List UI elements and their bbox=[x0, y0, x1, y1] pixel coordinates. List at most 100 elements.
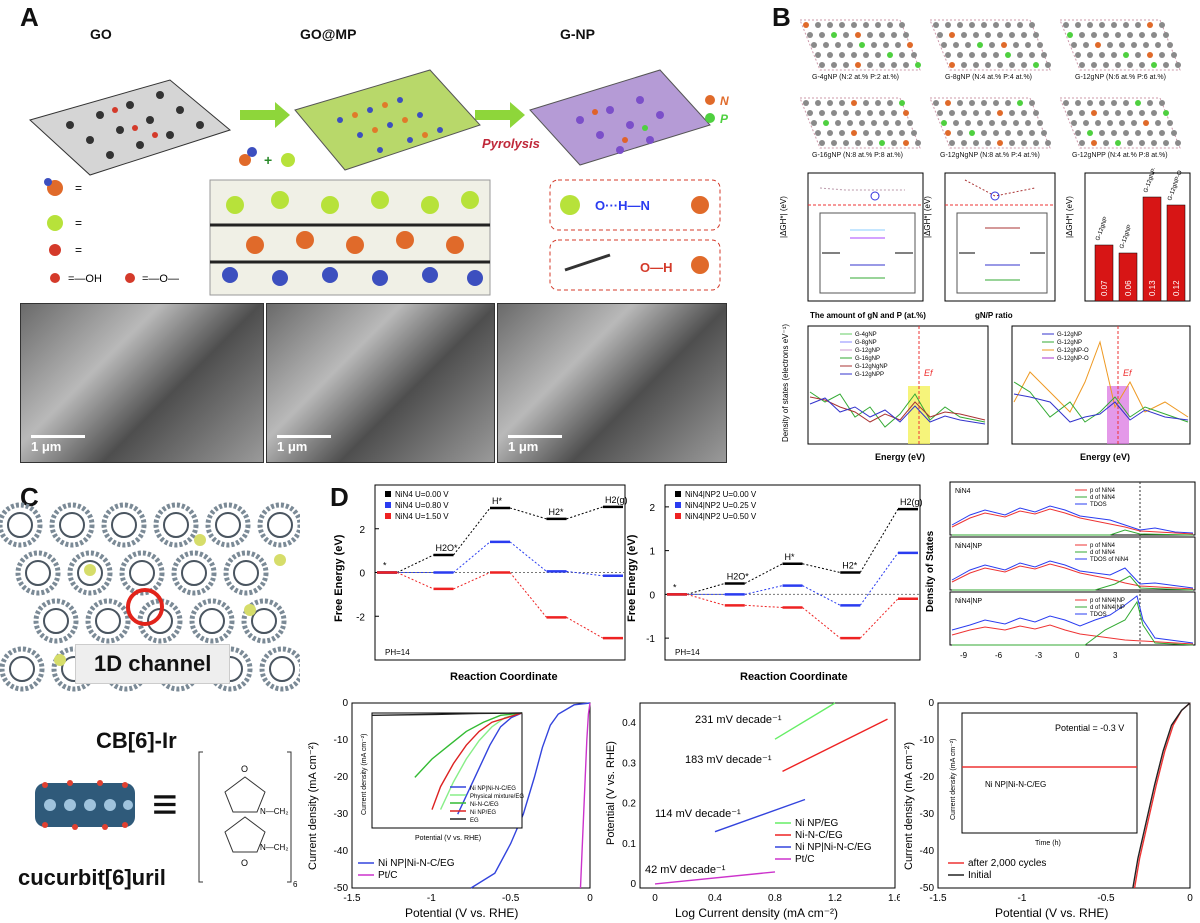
atom bbox=[915, 62, 921, 68]
y-tick-label: 0 bbox=[342, 698, 348, 709]
bar-value-2: 0.13 bbox=[1148, 280, 1157, 296]
atom bbox=[895, 42, 901, 48]
tafel-chart: 0 0.4 0.8 1.2 1.6 0 0.1 0.2 0.3 0.4 Potential (V … bbox=[605, 702, 900, 920]
tafel-ann-4: 42 mV decade⁻¹ bbox=[645, 864, 726, 876]
fe-connector bbox=[396, 572, 434, 590]
fe-connector bbox=[509, 572, 547, 618]
svg-text:3: 3 bbox=[1113, 651, 1118, 660]
atom bbox=[1107, 42, 1113, 48]
struct-label-3: G-12gNP (N:6 at.% P:6 at.%) bbox=[1075, 74, 1166, 81]
atom bbox=[1017, 130, 1023, 136]
atom bbox=[1143, 42, 1149, 48]
legend-label-4: EG bbox=[470, 818, 479, 824]
atom bbox=[1163, 62, 1169, 68]
atom bbox=[937, 110, 943, 116]
atom bbox=[855, 110, 861, 116]
atom bbox=[997, 32, 1003, 38]
sem-image-go: 1 μm bbox=[20, 303, 264, 463]
atom bbox=[807, 32, 813, 38]
atom bbox=[969, 100, 975, 106]
cucurbituril-formula: O O N—CH₂ N—CH₂ 6 bbox=[198, 751, 298, 889]
atom bbox=[1009, 62, 1015, 68]
atom bbox=[831, 140, 837, 146]
atom bbox=[807, 110, 813, 116]
fe-legend-swatch bbox=[385, 502, 391, 508]
structure-cell bbox=[799, 19, 921, 71]
atom bbox=[1119, 120, 1125, 126]
cb6-unit bbox=[241, 598, 287, 644]
x-tick-label: 0 bbox=[1187, 893, 1193, 904]
atom bbox=[1163, 32, 1169, 38]
atom bbox=[1079, 140, 1085, 146]
atom bbox=[1099, 130, 1105, 136]
atom bbox=[1147, 100, 1153, 106]
atom bbox=[847, 120, 853, 126]
atom bbox=[1091, 62, 1097, 68]
atom bbox=[819, 62, 825, 68]
cb6-unit bbox=[153, 502, 199, 548]
atom bbox=[1009, 140, 1015, 146]
b-chart2-xlabel: gN/P ratio bbox=[975, 311, 1013, 320]
series-line-1 bbox=[782, 718, 888, 772]
atom bbox=[835, 120, 841, 126]
b-dos-xlabel2: Energy (eV) bbox=[1080, 452, 1130, 462]
tafel-ylabel: Potential (V vs. RHE) bbox=[605, 741, 617, 845]
atom bbox=[803, 22, 809, 28]
atom bbox=[1095, 42, 1101, 48]
cb6-ring bbox=[9, 656, 35, 682]
atom bbox=[969, 130, 975, 136]
atom bbox=[937, 32, 943, 38]
struct-label-1: G-4gNP (N:2 at.% P:2 at.%) bbox=[812, 74, 900, 81]
atom bbox=[867, 140, 873, 146]
atom bbox=[997, 110, 1003, 116]
fe-legend-2: NiN4|NP2 U=0.50 V bbox=[685, 512, 757, 521]
svg-text:0: 0 bbox=[1075, 651, 1080, 660]
legend-label-0: after 2,000 cycles bbox=[968, 858, 1046, 869]
sem-scale-2: 1 μm bbox=[277, 439, 308, 454]
atom bbox=[957, 52, 963, 58]
structure-cell bbox=[799, 97, 921, 149]
fe-state-label: * bbox=[673, 582, 677, 592]
cb6-unit bbox=[15, 550, 61, 596]
atom bbox=[875, 130, 881, 136]
atom bbox=[863, 52, 869, 58]
atom bbox=[1083, 120, 1089, 126]
panel-b-structures bbox=[799, 19, 1181, 149]
x-tick-label: 0.8 bbox=[768, 893, 782, 904]
fe2-ylabel: Free Energy (eV) bbox=[626, 534, 638, 622]
atom bbox=[1009, 32, 1015, 38]
atom bbox=[843, 32, 849, 38]
atom bbox=[839, 52, 845, 58]
legend-label-1: Initial bbox=[968, 870, 991, 881]
atom bbox=[1017, 100, 1023, 106]
atom bbox=[803, 100, 809, 106]
1d-channel-label: 1D channel bbox=[75, 644, 231, 684]
atom bbox=[1095, 120, 1101, 126]
atom bbox=[907, 120, 913, 126]
atom bbox=[903, 110, 909, 116]
fe-connector bbox=[859, 508, 899, 573]
struct-label-4: G-16gNP (N:8 at.% P:8 at.%) bbox=[812, 152, 903, 159]
y-tick-label: 0 bbox=[359, 569, 365, 580]
bar-value-0: 0.07 bbox=[1100, 280, 1109, 296]
atom bbox=[1151, 110, 1157, 116]
ir-ion bbox=[244, 604, 256, 616]
atom bbox=[997, 62, 1003, 68]
atom bbox=[1151, 140, 1157, 146]
atom bbox=[827, 22, 833, 28]
atom bbox=[831, 32, 837, 38]
atom bbox=[1135, 130, 1141, 136]
legend-p: P bbox=[720, 112, 729, 126]
svg-text:-6: -6 bbox=[995, 651, 1003, 660]
bond1-label: O···H—N bbox=[595, 198, 650, 213]
atom bbox=[1029, 52, 1035, 58]
bar-1 bbox=[1118, 252, 1138, 302]
atom bbox=[1155, 120, 1161, 126]
b-chart1-ylabel: |ΔGH*| (eV) bbox=[780, 196, 788, 238]
atom bbox=[843, 140, 849, 146]
atom bbox=[1159, 22, 1165, 28]
d-dos-legend-2-0: p of NiN4|NP bbox=[1090, 598, 1125, 604]
atom bbox=[957, 100, 963, 106]
struct-label-6: G-12gNPP (N:4 at.% P:8 at.%) bbox=[1072, 152, 1168, 159]
atom bbox=[1013, 42, 1019, 48]
